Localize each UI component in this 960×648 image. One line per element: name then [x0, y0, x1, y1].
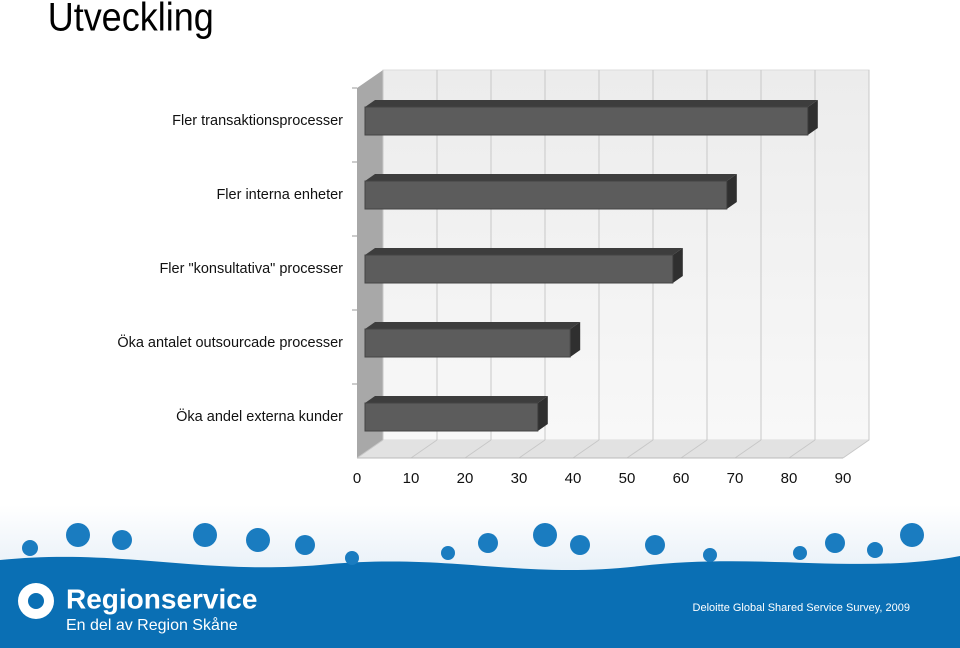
bar: [364, 402, 539, 432]
hands-decoration: [22, 523, 924, 565]
x-tick-label: 0: [353, 470, 361, 487]
logo-mark-inner: [28, 593, 44, 609]
brand: Regionservice: [66, 583, 257, 614]
bar: [364, 180, 728, 210]
bar-side: [672, 248, 683, 283]
floor-grid-line: [842, 439, 870, 459]
x-tick-label: 40: [565, 470, 582, 487]
bar-top: [365, 322, 581, 329]
y-tick-label: Öka antalet outsourcade processer: [117, 333, 343, 351]
x-tick-label: 30: [511, 470, 528, 487]
source-note: Deloitte Global Shared Service Survey, 2…: [693, 602, 910, 614]
bar-group: [364, 322, 581, 358]
bar-side: [726, 174, 737, 209]
bar-group: [364, 248, 683, 284]
x-tick-label: 80: [781, 470, 798, 487]
floor-grid-line: [734, 439, 762, 459]
bar-top: [365, 396, 548, 403]
y-tick-label: Fler "konsultativa" processer: [159, 261, 343, 277]
y-tick-label: Fler interna enheter: [216, 187, 343, 203]
bar-side: [570, 322, 581, 357]
floor-grid-line: [410, 439, 438, 459]
floor-grid-line: [680, 439, 708, 459]
tagline: En del av Region Skåne: [66, 616, 238, 634]
bar-side: [537, 396, 548, 431]
x-tick-label: 50: [619, 470, 636, 487]
bar: [364, 254, 674, 284]
floor-grid-line: [356, 439, 384, 459]
floor-grid-line: [572, 439, 600, 459]
bar-side: [807, 100, 818, 135]
y-tick-label: Öka andel externa kunder: [176, 407, 343, 425]
x-tick-label: 90: [835, 470, 852, 487]
bar-group: [364, 396, 548, 432]
footer-band: [0, 556, 960, 648]
y-tick-label: Fler transaktionsprocesser: [172, 113, 343, 129]
slide-title: Utveckling: [48, 0, 214, 40]
bar-top: [365, 248, 683, 255]
plot: 0 10 20 30 40 50 60 70 80 90 Fler transaktionsproc…: [117, 69, 870, 487]
x-tick-label: 10: [403, 470, 420, 487]
bar-group: [364, 100, 818, 136]
bar: [364, 106, 809, 136]
x-tick-label: 20: [457, 470, 474, 487]
x-tick-label: 70: [727, 470, 744, 487]
floor-grid-line: [788, 439, 816, 459]
x-tick-label: 60: [673, 470, 690, 487]
floor-grid-line: [464, 439, 492, 459]
bar: [364, 328, 571, 358]
floor-grid-line: [518, 439, 546, 459]
bar-top: [365, 100, 818, 107]
bar-group: [364, 174, 737, 210]
floor-grid-line: [626, 439, 654, 459]
bar-top: [365, 174, 737, 181]
